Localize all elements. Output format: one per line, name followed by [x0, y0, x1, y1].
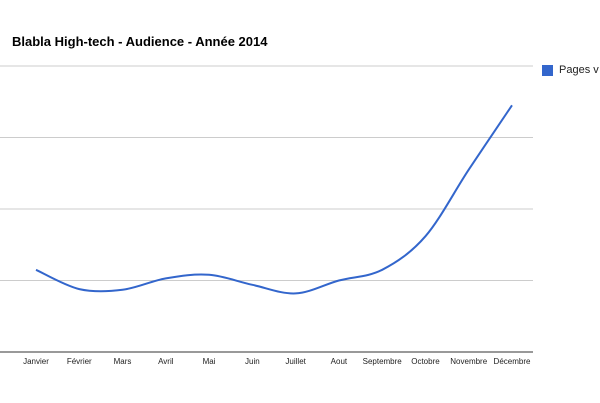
- legend[interactable]: Pages v: [542, 64, 599, 76]
- x-tick-label: Septembre: [363, 357, 403, 366]
- x-tick-label: Décembre: [494, 357, 531, 366]
- x-tick-label: Février: [67, 357, 92, 366]
- x-tick-label: Aout: [331, 357, 348, 366]
- series-line: [35, 104, 513, 295]
- x-tick-label: Janvier: [23, 357, 49, 366]
- x-tick-label: Novembre: [450, 357, 487, 366]
- series-lines: [35, 104, 513, 295]
- gridlines: [0, 65, 533, 281]
- legend-label: Pages v: [559, 64, 599, 76]
- x-tick-label: Juillet: [285, 357, 306, 366]
- x-tick-label: Mars: [114, 357, 132, 366]
- x-tick-label: Mai: [203, 357, 216, 366]
- x-tick-label: Octobre: [411, 357, 440, 366]
- x-tick-label: Avril: [158, 357, 174, 366]
- legend-swatch: [542, 64, 553, 76]
- x-axis-labels: Janvier Février Mars Avril Mai Juin Juillet Aou…: [23, 357, 531, 366]
- chart-title: Blabla High-tech - Audience - Année 2014: [12, 34, 268, 49]
- x-tick-label: Juin: [245, 357, 260, 366]
